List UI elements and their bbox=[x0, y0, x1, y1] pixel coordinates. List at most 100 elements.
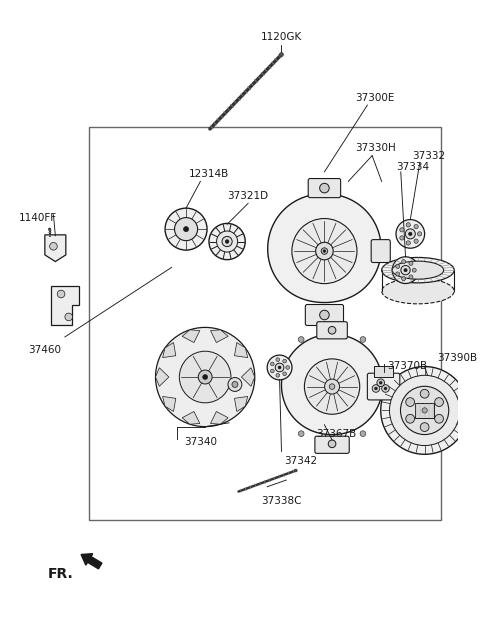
Circle shape bbox=[402, 260, 406, 264]
Circle shape bbox=[382, 385, 389, 392]
Bar bbox=[374, 365, 393, 377]
Circle shape bbox=[216, 231, 238, 252]
Circle shape bbox=[372, 385, 380, 392]
Polygon shape bbox=[210, 411, 228, 424]
Circle shape bbox=[48, 228, 51, 231]
Circle shape bbox=[232, 382, 238, 387]
Circle shape bbox=[279, 52, 283, 57]
Circle shape bbox=[406, 398, 415, 406]
Circle shape bbox=[392, 257, 419, 284]
Circle shape bbox=[323, 249, 326, 253]
Circle shape bbox=[294, 469, 297, 472]
Circle shape bbox=[409, 275, 413, 279]
Text: 37338C: 37338C bbox=[261, 496, 302, 506]
Polygon shape bbox=[210, 330, 228, 343]
FancyBboxPatch shape bbox=[371, 239, 390, 263]
Circle shape bbox=[299, 431, 304, 437]
Circle shape bbox=[389, 375, 460, 445]
Circle shape bbox=[156, 328, 255, 427]
Circle shape bbox=[57, 290, 65, 298]
Circle shape bbox=[400, 386, 449, 435]
Circle shape bbox=[406, 241, 410, 245]
Circle shape bbox=[180, 351, 231, 403]
Circle shape bbox=[396, 265, 400, 268]
Text: 37367B: 37367B bbox=[316, 429, 356, 439]
Bar bbox=[415, 403, 434, 418]
Circle shape bbox=[275, 363, 284, 372]
Circle shape bbox=[405, 229, 415, 239]
Circle shape bbox=[304, 359, 360, 415]
Polygon shape bbox=[235, 343, 248, 358]
FancyArrow shape bbox=[81, 554, 102, 569]
Circle shape bbox=[320, 183, 329, 193]
FancyBboxPatch shape bbox=[315, 436, 349, 454]
Circle shape bbox=[414, 239, 418, 243]
Polygon shape bbox=[156, 368, 169, 386]
Circle shape bbox=[292, 219, 357, 284]
Text: 37300E: 37300E bbox=[355, 93, 395, 103]
Circle shape bbox=[209, 224, 245, 260]
Circle shape bbox=[283, 372, 287, 375]
Circle shape bbox=[320, 310, 329, 320]
Circle shape bbox=[198, 370, 212, 384]
Circle shape bbox=[379, 381, 382, 384]
Ellipse shape bbox=[392, 261, 444, 279]
Circle shape bbox=[360, 431, 366, 437]
Circle shape bbox=[225, 239, 229, 243]
Circle shape bbox=[396, 272, 400, 276]
Bar bbox=[89, 127, 441, 520]
Circle shape bbox=[328, 326, 336, 334]
Circle shape bbox=[267, 355, 292, 380]
Circle shape bbox=[409, 261, 413, 265]
Polygon shape bbox=[163, 396, 176, 411]
Text: 12314B: 12314B bbox=[189, 169, 229, 179]
FancyBboxPatch shape bbox=[305, 304, 344, 326]
Circle shape bbox=[401, 265, 410, 275]
Circle shape bbox=[316, 243, 333, 260]
Circle shape bbox=[276, 358, 280, 362]
Circle shape bbox=[324, 379, 339, 394]
Text: 37342: 37342 bbox=[284, 456, 317, 466]
Circle shape bbox=[329, 384, 335, 389]
Circle shape bbox=[203, 375, 208, 379]
Circle shape bbox=[228, 377, 242, 391]
Circle shape bbox=[406, 415, 415, 423]
Polygon shape bbox=[163, 343, 176, 358]
Polygon shape bbox=[241, 368, 255, 386]
FancyBboxPatch shape bbox=[308, 178, 341, 198]
Circle shape bbox=[286, 365, 289, 369]
Polygon shape bbox=[50, 287, 79, 324]
Text: 37390B: 37390B bbox=[437, 353, 477, 363]
Circle shape bbox=[276, 374, 280, 377]
Circle shape bbox=[396, 220, 425, 248]
Text: 37321D: 37321D bbox=[227, 191, 268, 201]
Circle shape bbox=[283, 359, 287, 363]
Text: 37340: 37340 bbox=[184, 437, 217, 447]
Polygon shape bbox=[281, 334, 383, 435]
Circle shape bbox=[165, 208, 207, 250]
Ellipse shape bbox=[382, 258, 454, 283]
Circle shape bbox=[420, 423, 429, 432]
Polygon shape bbox=[268, 193, 381, 302]
Circle shape bbox=[406, 222, 410, 227]
Text: 37330H: 37330H bbox=[355, 143, 396, 153]
Circle shape bbox=[299, 336, 304, 342]
Circle shape bbox=[408, 232, 412, 236]
Circle shape bbox=[404, 268, 407, 272]
Circle shape bbox=[374, 387, 377, 390]
Circle shape bbox=[222, 236, 232, 246]
Text: 1120GK: 1120GK bbox=[261, 32, 302, 42]
Circle shape bbox=[270, 362, 274, 366]
Text: 1140FF: 1140FF bbox=[19, 213, 57, 222]
Circle shape bbox=[328, 440, 336, 448]
Circle shape bbox=[400, 236, 404, 240]
Circle shape bbox=[278, 366, 281, 369]
Text: 37460: 37460 bbox=[29, 345, 61, 355]
Circle shape bbox=[175, 217, 198, 241]
Polygon shape bbox=[182, 330, 200, 343]
Circle shape bbox=[422, 408, 427, 413]
Text: 37334: 37334 bbox=[396, 162, 429, 172]
Circle shape bbox=[65, 313, 72, 321]
Text: 37370B: 37370B bbox=[387, 360, 428, 370]
Circle shape bbox=[384, 387, 387, 390]
